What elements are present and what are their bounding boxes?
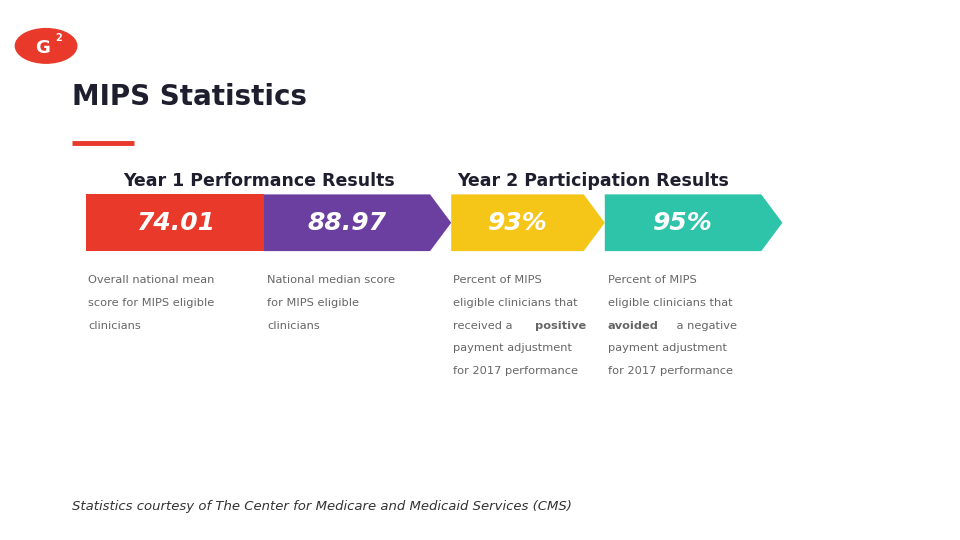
Text: for MIPS eligible: for MIPS eligible bbox=[267, 298, 359, 308]
Text: G: G bbox=[35, 38, 50, 57]
Polygon shape bbox=[264, 194, 451, 251]
Text: Overall national mean: Overall national mean bbox=[88, 275, 215, 286]
Text: received a: received a bbox=[453, 321, 516, 331]
Text: payment adjustment: payment adjustment bbox=[453, 343, 572, 354]
Text: for 2017 performance: for 2017 performance bbox=[608, 366, 732, 376]
Text: Percent of MIPS: Percent of MIPS bbox=[608, 275, 696, 286]
Circle shape bbox=[15, 29, 77, 63]
Text: Year 1 Performance Results: Year 1 Performance Results bbox=[123, 172, 396, 190]
Text: Percent of MIPS: Percent of MIPS bbox=[453, 275, 541, 286]
Text: eligible clinicians that: eligible clinicians that bbox=[608, 298, 732, 308]
Text: Year 2 Participation Results: Year 2 Participation Results bbox=[457, 172, 730, 190]
Text: 93%: 93% bbox=[488, 211, 547, 235]
Text: Statistics courtesy of The Center for Medicare and Medicaid Services (CMS): Statistics courtesy of The Center for Me… bbox=[72, 500, 572, 513]
Text: National median score: National median score bbox=[267, 275, 395, 286]
Text: 2: 2 bbox=[55, 33, 62, 43]
Polygon shape bbox=[86, 194, 264, 251]
Text: 95%: 95% bbox=[653, 211, 713, 235]
Text: 74.01: 74.01 bbox=[135, 211, 215, 235]
Text: 88.97: 88.97 bbox=[307, 211, 387, 235]
Text: eligible clinicians that: eligible clinicians that bbox=[453, 298, 578, 308]
Text: clinicians: clinicians bbox=[88, 321, 141, 331]
Text: clinicians: clinicians bbox=[267, 321, 320, 331]
Text: for 2017 performance: for 2017 performance bbox=[453, 366, 578, 376]
Text: avoided: avoided bbox=[608, 321, 659, 331]
Text: MIPS Statistics: MIPS Statistics bbox=[72, 83, 307, 111]
Text: score for MIPS eligible: score for MIPS eligible bbox=[88, 298, 215, 308]
Text: a negative: a negative bbox=[673, 321, 737, 331]
Text: payment adjustment: payment adjustment bbox=[608, 343, 727, 354]
Text: positive: positive bbox=[535, 321, 586, 331]
Polygon shape bbox=[451, 194, 605, 251]
Polygon shape bbox=[605, 194, 782, 251]
